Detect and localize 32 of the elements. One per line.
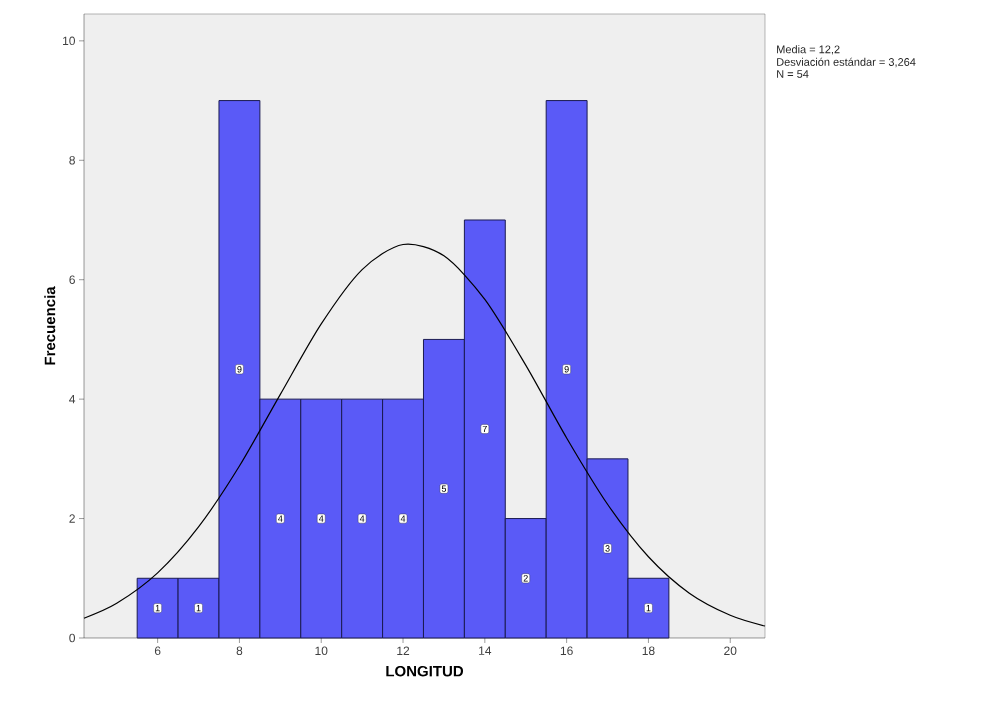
text: Media = 12,2 (777, 45, 840, 55)
x-tick-label: 6 (154, 646, 161, 656)
data-label: 4 (359, 515, 365, 522)
x-tick-label: 18 (642, 646, 655, 656)
data-label: 1 (196, 605, 201, 612)
data-label: 1 (646, 605, 651, 612)
y-tick-label: 10 (63, 36, 76, 46)
data-label: 4 (318, 515, 324, 522)
data-label: 7 (482, 425, 487, 433)
x-tick-label: 20 (724, 646, 737, 656)
data-label: 3 (605, 545, 610, 552)
y-tick-label: 4 (69, 395, 76, 404)
y-tick-label: 2 (69, 514, 75, 523)
y-tick-label: 0 (69, 633, 76, 643)
x-tick-label: 16 (560, 646, 573, 656)
x-tick-label: 12 (397, 646, 410, 655)
x-axis-title: LONGITUD (386, 665, 464, 677)
x-tick-label: 14 (479, 646, 492, 655)
x-tick-label: 10 (315, 646, 328, 656)
data-label: 2 (523, 575, 528, 582)
data-label: 9 (564, 366, 569, 373)
x-tick-label: 8 (236, 646, 243, 656)
data-label: 4 (278, 515, 283, 522)
text: N = 54 (777, 70, 809, 78)
data-label: 5 (441, 485, 447, 492)
text: Desviación estándar = 3,264 (777, 57, 916, 68)
data-label: 9 (237, 366, 242, 373)
y-tick-label: 8 (69, 156, 75, 165)
data-label: 4 (400, 515, 406, 522)
y-tick-label: 6 (69, 275, 75, 284)
y-axis-title: Frecuencia (44, 286, 56, 365)
data-label: 1 (155, 605, 160, 612)
